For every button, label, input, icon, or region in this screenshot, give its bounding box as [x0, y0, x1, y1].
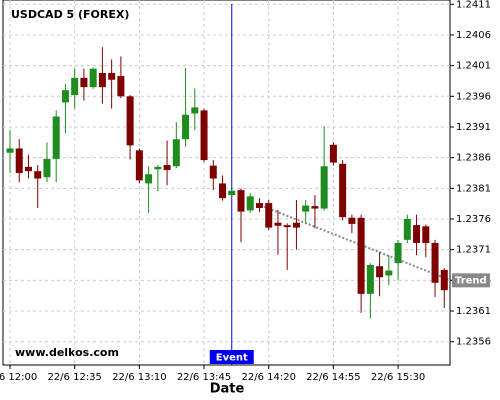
- candle-body: [302, 205, 310, 212]
- candle-body: [43, 158, 51, 178]
- y-tick-label: 1.2406: [456, 30, 491, 41]
- candle-body: [320, 166, 328, 209]
- y-tick-label: 1.2356: [456, 337, 491, 348]
- candle-body: [89, 68, 97, 88]
- x-tick-label: 22/6 14:20: [241, 372, 295, 383]
- plot-frame: [2, 0, 451, 366]
- candle-body: [237, 190, 245, 212]
- y-tick-label: 1.2391: [456, 122, 491, 133]
- candle-body: [98, 73, 106, 88]
- candle-body: [403, 219, 411, 240]
- candle-body: [265, 203, 273, 228]
- y-tick-label: 1.2396: [456, 91, 491, 102]
- x-tick-label: 22/6 12:00: [0, 372, 37, 383]
- watermark: www.delkos.com: [15, 346, 119, 359]
- candle-body: [339, 163, 347, 218]
- candle-body: [219, 183, 227, 199]
- candle-body: [255, 203, 263, 208]
- candle-body: [145, 174, 153, 184]
- x-tick-label: 22/6 14:55: [306, 372, 360, 383]
- x-tick-label: 22/6 13:45: [177, 372, 231, 383]
- y-tick-label: 1.2371: [456, 245, 491, 256]
- candle-body: [15, 148, 23, 173]
- candle-body: [172, 139, 180, 167]
- y-tick-label: 1.2386: [456, 153, 491, 164]
- candle-body: [311, 206, 319, 209]
- trend-line: [263, 205, 452, 282]
- candle-body: [191, 107, 199, 114]
- candle-body: [52, 116, 60, 159]
- candle-body: [422, 226, 430, 243]
- candle-body: [394, 242, 402, 264]
- candle-body: [431, 242, 439, 283]
- candle-body: [154, 166, 162, 170]
- candle-body: [6, 148, 14, 153]
- y-tick-label: 1.2361: [456, 306, 491, 317]
- candle-body: [108, 73, 116, 80]
- candle-body: [283, 225, 291, 228]
- candle-body: [209, 165, 217, 179]
- candle-body: [274, 222, 282, 226]
- candle-body: [357, 217, 365, 294]
- candle-body: [182, 114, 190, 140]
- candle-body: [228, 190, 236, 196]
- candle-body: [348, 217, 356, 224]
- candle-body: [80, 77, 88, 88]
- x-axis-label: Date: [210, 382, 245, 397]
- y-tick-label: 1.2381: [456, 183, 491, 194]
- candle-body: [163, 165, 171, 170]
- candle-body: [413, 225, 421, 243]
- y-tick-label: 1.2401: [456, 61, 491, 72]
- x-tick-label: 22/6 12:35: [47, 372, 101, 383]
- y-tick-label: 1.2376: [456, 214, 491, 225]
- trend-label: Trend: [455, 275, 487, 286]
- candle-body: [246, 196, 254, 211]
- candle-body: [61, 90, 69, 103]
- candle-body: [34, 171, 42, 179]
- y-tick-label: 1.2411: [456, 0, 491, 10]
- candle-body: [200, 110, 208, 161]
- candle-body: [366, 265, 374, 294]
- candle-body: [135, 150, 143, 181]
- candle-body: [24, 166, 32, 172]
- candle-body: [71, 77, 79, 96]
- chart-title: USDCAD 5 (FOREX): [11, 8, 129, 21]
- x-tick-label: 22/6 13:10: [112, 372, 166, 383]
- event-label: Event: [216, 353, 248, 364]
- event-label-box: [209, 350, 254, 364]
- candle-body: [126, 96, 134, 146]
- candle-body: [329, 144, 337, 163]
- candle-body: [376, 266, 384, 278]
- x-tick-label: 22/6 15:30: [371, 372, 425, 383]
- candle-body: [440, 269, 448, 291]
- trend-label-box: [452, 273, 490, 288]
- candle-body: [385, 270, 393, 276]
- candle-body: [117, 76, 125, 97]
- plot-layer: [3, 0, 452, 365]
- candle-body: [292, 222, 300, 228]
